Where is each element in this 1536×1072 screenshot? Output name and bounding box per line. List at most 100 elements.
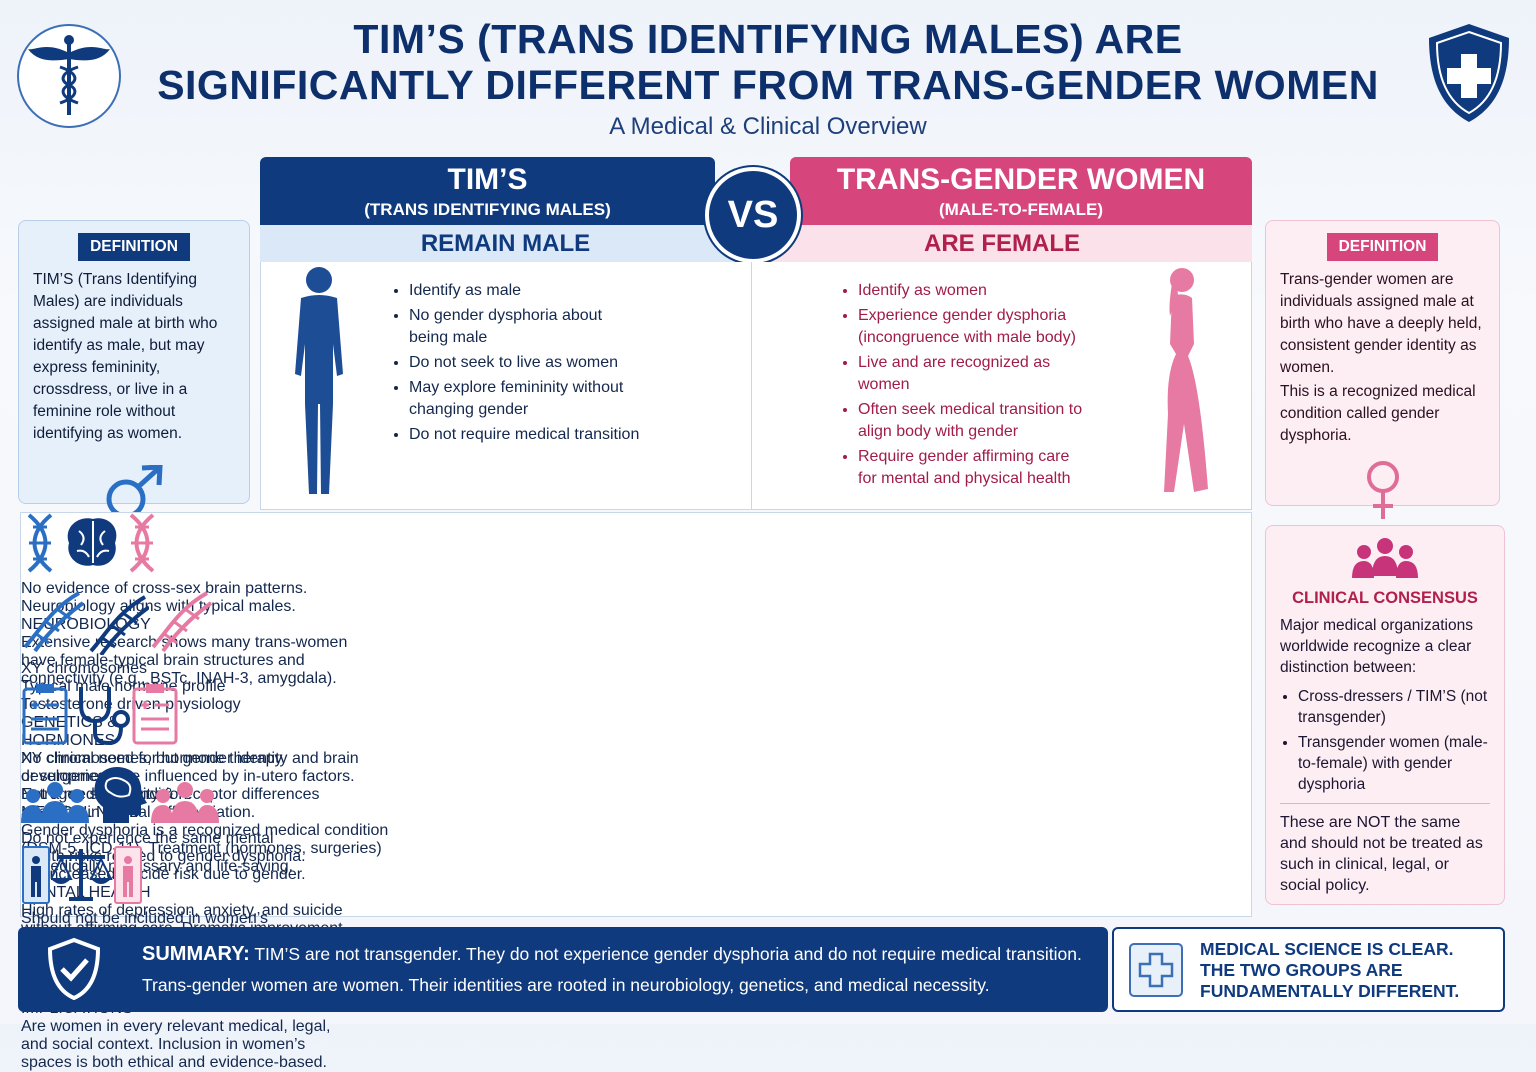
text-line: XY chromosomes bbox=[21, 660, 147, 677]
callout-line: FUNDAMENTALLY DIFFERENT. bbox=[1200, 981, 1460, 1001]
left-bullets: Identify as male No gender dysphoria abou… bbox=[391, 280, 641, 449]
text-line: health risks related to gender dysphoria… bbox=[21, 848, 306, 865]
comparison-row: No clinical need for hormone therapy or s… bbox=[21, 681, 1251, 875]
plus-icon bbox=[1129, 943, 1183, 997]
right-definition: DEFINITION Trans-gender women are indivi… bbox=[1265, 220, 1500, 519]
row-left-text: Do not experience the same mental health … bbox=[21, 830, 1251, 884]
right-panel: Identify as women Experience gender dysph… bbox=[752, 262, 1252, 510]
bullet: Experience gender dysphoria (incongruenc… bbox=[858, 305, 1090, 349]
definition-text: This is a recognized medical condition c… bbox=[1280, 383, 1476, 444]
consensus-item: Cross-dressers / TIM’S (not transgender) bbox=[1298, 686, 1490, 728]
row-icon bbox=[22, 684, 68, 745]
callout-line: MEDICAL SCIENCE IS CLEAR. bbox=[1200, 939, 1454, 959]
callout-line: THE TWO GROUPS ARE bbox=[1200, 960, 1403, 980]
right-bullets: Identify as women Experience gender dysph… bbox=[840, 280, 1090, 493]
left-subtitle: (TRANS IDENTIFYING MALES) bbox=[364, 200, 611, 219]
bullet: Often seek medical transition to align b… bbox=[858, 399, 1090, 443]
female-symbol bbox=[1366, 461, 1399, 519]
row-right-icon bbox=[151, 782, 219, 823]
comparison-table: No evidence of cross-sex brain patterns.… bbox=[20, 512, 1252, 1071]
callout: MEDICAL SCIENCE IS CLEAR. THE TWO GROUPS … bbox=[1112, 927, 1505, 1012]
clinical-consensus: CLINICAL CONSENSUS Major medical organiz… bbox=[1265, 525, 1505, 905]
group-icon bbox=[1352, 538, 1418, 578]
row-right-icon bbox=[132, 684, 178, 745]
summary-line: SUMMARY: TIM’S are not transgender. They… bbox=[142, 943, 1082, 966]
right-banner: ARE FEMALE bbox=[752, 225, 1252, 262]
text-line: Neurobiology aligns with typical males. bbox=[21, 598, 296, 615]
text-line: connectivity (e.g., BSTc, INAH-3, amygda… bbox=[21, 670, 337, 687]
text-line: (DSM-5, ICD-11). Treatment (hormones, su… bbox=[21, 840, 382, 857]
summary-label: SUMMARY: bbox=[142, 943, 250, 965]
consensus-title: CLINICAL CONSENSUS bbox=[1292, 589, 1478, 607]
row-icon bbox=[23, 591, 85, 653]
bullet: Live and are recognized as women bbox=[858, 352, 1090, 396]
caduceus-icon bbox=[17, 24, 121, 128]
shield-icon bbox=[1429, 24, 1509, 122]
female-silhouette bbox=[1164, 268, 1208, 492]
consensus-conclusion: These are NOT the same and should not be… bbox=[1280, 803, 1490, 896]
text-line: or surgeries. bbox=[21, 768, 110, 785]
text-line: Testosterone driven physiology bbox=[21, 696, 241, 713]
right-title: TRANS-GENDER WOMEN bbox=[836, 163, 1206, 196]
check-shield bbox=[47, 937, 101, 1001]
summary-bar: SUMMARY: TIM’S are not transgender. They… bbox=[18, 927, 1108, 1012]
text-line: Are women in every relevant medical, leg… bbox=[21, 1018, 331, 1035]
male-silhouette bbox=[295, 267, 343, 494]
row-right-text: Gender dysphoria is a recognized medical… bbox=[21, 822, 1251, 876]
row-icon bbox=[27, 513, 53, 573]
text-line: Gender dysphoria is a recognized medical… bbox=[21, 822, 389, 839]
consensus-item: Transgender women (male-to-female) with … bbox=[1298, 732, 1490, 795]
row-left-text: No clinical need for hormone therapy or s… bbox=[21, 750, 1251, 804]
right-subtitle: (MALE-TO-FEMALE) bbox=[939, 200, 1103, 219]
vs-badge: VS bbox=[705, 167, 801, 263]
definition-tag: DEFINITION bbox=[78, 233, 190, 261]
comparison-row: Do not experience the same mental health … bbox=[21, 763, 1251, 955]
definition-text: Trans-gender women are individuals assig… bbox=[1280, 271, 1482, 376]
callout-text: MEDICAL SCIENCE IS CLEAR. THE TWO GROUPS … bbox=[1200, 939, 1459, 1002]
summary-text: Trans-gender women are women. Their iden… bbox=[142, 975, 990, 995]
text-line: No evidence of cross-sex brain patterns. bbox=[21, 580, 308, 597]
left-banner: REMAIN MALE bbox=[260, 225, 752, 262]
text-line: and social context. Inclusion in women’s bbox=[21, 1036, 306, 1053]
row-mid-icon bbox=[49, 849, 113, 901]
row-left-text: No evidence of cross-sex brain patterns.… bbox=[21, 580, 1251, 616]
text-line: No clinical need for hormone therapy bbox=[21, 750, 283, 767]
consensus-intro: Major medical organizations worldwide re… bbox=[1280, 617, 1473, 676]
row-mid-icon bbox=[89, 595, 151, 657]
bullet: Do not seek to live as women bbox=[409, 352, 641, 374]
consensus-list: Cross-dressers / TIM’S (not transgender)… bbox=[1280, 686, 1490, 795]
left-title: TIM’S bbox=[447, 163, 528, 196]
row-icon bbox=[21, 782, 89, 823]
title-line: SIGNIFICANTLY DIFFERENT FROM TRANS-GENDE… bbox=[157, 62, 1379, 108]
definition-text: TIM’S (Trans Identifying Males) are indi… bbox=[33, 271, 218, 442]
bullet: Do not require medical transition bbox=[409, 424, 641, 446]
subtitle: A Medical & Clinical Overview bbox=[609, 113, 927, 140]
page: TIM’S (TRANS IDENTIFYING MALES) ARE SIGN… bbox=[0, 0, 1536, 1024]
bullet: Require gender affirming care for mental… bbox=[858, 446, 1090, 490]
row-mid-icon bbox=[79, 687, 130, 746]
row-mid-icon bbox=[94, 767, 147, 823]
bullet: May explore femininity without changing … bbox=[409, 377, 641, 421]
bullet: Identify as male bbox=[409, 280, 641, 302]
left-panel: Identify as male No gender dysphoria abou… bbox=[260, 262, 752, 510]
row-right-icon bbox=[129, 513, 155, 573]
row-icon bbox=[22, 846, 50, 904]
text-line: High rates of depression, anxiety, and s… bbox=[21, 902, 343, 919]
row-right-icon bbox=[151, 591, 213, 653]
row-right-icon bbox=[114, 846, 142, 904]
left-header: TIM’S (TRANS IDENTIFYING MALES) bbox=[260, 157, 715, 225]
text-line: is medically necessary and life-saving. bbox=[21, 858, 294, 875]
row-mid-icon bbox=[67, 518, 117, 566]
text-line: Should not be included in women’s bbox=[21, 910, 268, 927]
text-line: XY chromosomes, but gender identity and … bbox=[21, 750, 359, 767]
bullet: No gender dysphoria about being male bbox=[409, 305, 641, 349]
row-right-text: Are women in every relevant medical, leg… bbox=[21, 1018, 1251, 1072]
text-line: spaces is both ethical and evidence-base… bbox=[21, 1054, 327, 1071]
definition-tag: DEFINITION bbox=[1326, 233, 1439, 261]
text-line: Do not experience the same mental bbox=[21, 830, 274, 847]
comparison-row: No evidence of cross-sex brain patterns.… bbox=[21, 513, 1251, 687]
bullet: Identify as women bbox=[858, 280, 1090, 302]
right-header: TRANS-GENDER WOMEN (MALE-TO-FEMALE) bbox=[790, 157, 1252, 225]
title-line: TIM’S (TRANS IDENTIFYING MALES) ARE bbox=[353, 16, 1183, 62]
text-line: have female-typical brain structures and bbox=[21, 652, 305, 669]
